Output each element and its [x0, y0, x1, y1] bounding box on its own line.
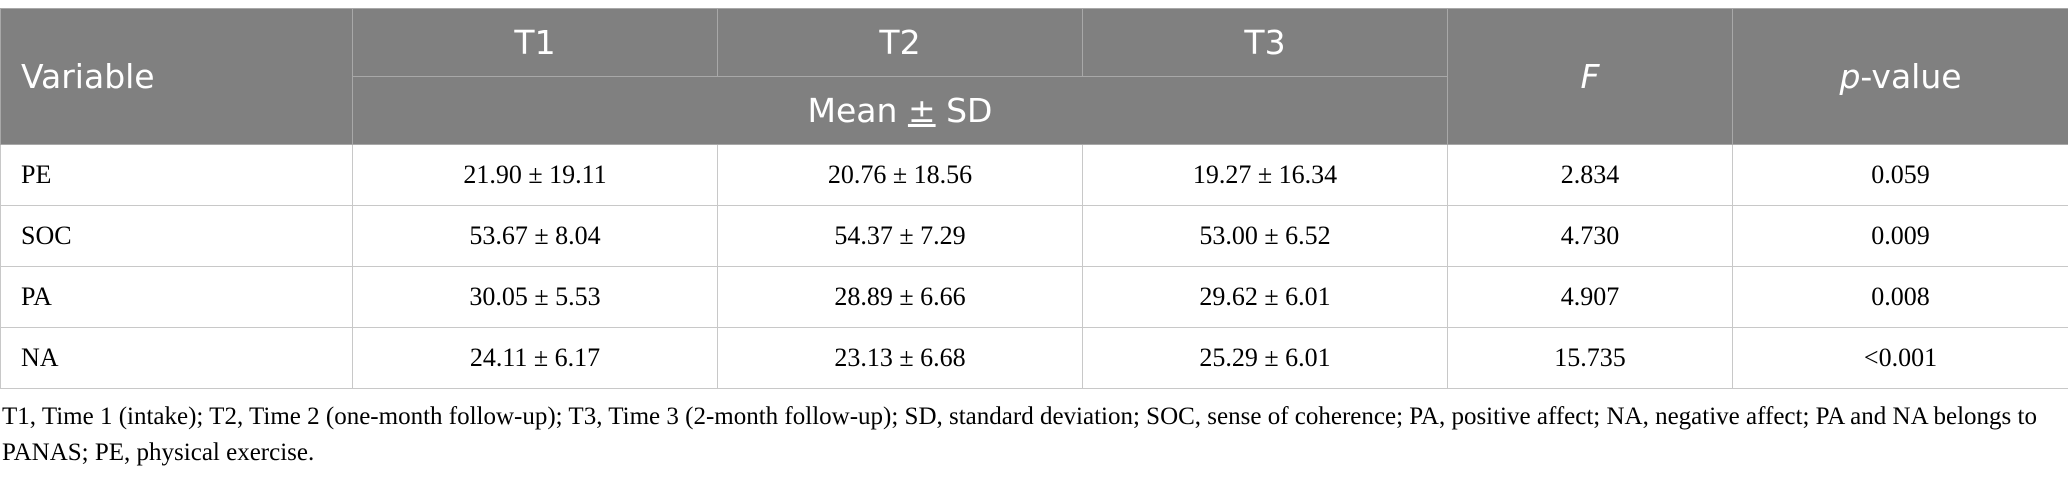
- table-row: PE 21.90 ± 19.11 20.76 ± 18.56 19.27 ± 1…: [0, 144, 2068, 206]
- cell-t2: 23.13 ± 6.68: [717, 327, 1083, 389]
- table-row: SOC 53.67 ± 8.04 54.37 ± 7.29 53.00 ± 6.…: [0, 205, 2068, 267]
- header-f: F: [1447, 8, 1733, 145]
- cell-t1: 30.05 ± 5.53: [352, 266, 718, 328]
- table-container: Variable T1 T2 T3 F p-value Mean ± SD PE…: [0, 8, 2068, 389]
- header-t2: T2: [717, 8, 1083, 77]
- cell-f: 4.730: [1447, 205, 1733, 267]
- cell-t3: 25.29 ± 6.01: [1082, 327, 1448, 389]
- cell-f: 4.907: [1447, 266, 1733, 328]
- cell-p: <0.001: [1732, 327, 2068, 389]
- cell-variable: PA: [0, 266, 353, 328]
- results-table: Variable T1 T2 T3 F p-value Mean ± SD PE…: [0, 8, 2068, 389]
- table-row: NA 24.11 ± 6.17 23.13 ± 6.68 25.29 ± 6.0…: [0, 327, 2068, 389]
- header-t1: T1: [352, 8, 718, 77]
- header-row: Variable T1 T2 T3 F p-value: [0, 8, 2068, 145]
- cell-p: 0.059: [1732, 144, 2068, 206]
- header-t3: T3: [1082, 8, 1448, 77]
- cell-p: 0.009: [1732, 205, 2068, 267]
- cell-f: 2.834: [1447, 144, 1733, 206]
- header-variable: Variable: [0, 8, 353, 145]
- header-p-value: p-value: [1732, 8, 2068, 145]
- cell-t1: 53.67 ± 8.04: [352, 205, 718, 267]
- header-p-italic: p: [1839, 57, 1861, 96]
- table-row: PA 30.05 ± 5.53 28.89 ± 6.66 29.62 ± 6.0…: [0, 266, 2068, 328]
- mean-sd-pre: Mean: [807, 91, 908, 130]
- cell-t1: 24.11 ± 6.17: [352, 327, 718, 389]
- header-mean-sd: Mean ± SD: [352, 76, 1448, 145]
- cell-t3: 19.27 ± 16.34: [1082, 144, 1448, 206]
- cell-t2: 54.37 ± 7.29: [717, 205, 1083, 267]
- cell-f: 15.735: [1447, 327, 1733, 389]
- cell-p: 0.008: [1732, 266, 2068, 328]
- cell-t2: 28.89 ± 6.66: [717, 266, 1083, 328]
- subheader-row: Mean ± SD: [1, 76, 2068, 145]
- cell-variable: NA: [0, 327, 353, 389]
- mean-sd-pm: ±: [907, 91, 936, 130]
- cell-variable: PE: [0, 144, 353, 206]
- cell-variable: SOC: [0, 205, 353, 267]
- table-footnote: T1, Time 1 (intake); T2, Time 2 (one-mon…: [2, 403, 2037, 466]
- cell-t3: 53.00 ± 6.52: [1082, 205, 1448, 267]
- cell-t3: 29.62 ± 6.01: [1082, 266, 1448, 328]
- cell-t1: 21.90 ± 19.11: [352, 144, 718, 206]
- mean-sd-post: SD: [935, 91, 993, 130]
- cell-t2: 20.76 ± 18.56: [717, 144, 1083, 206]
- header-p-rest: -value: [1860, 57, 1962, 96]
